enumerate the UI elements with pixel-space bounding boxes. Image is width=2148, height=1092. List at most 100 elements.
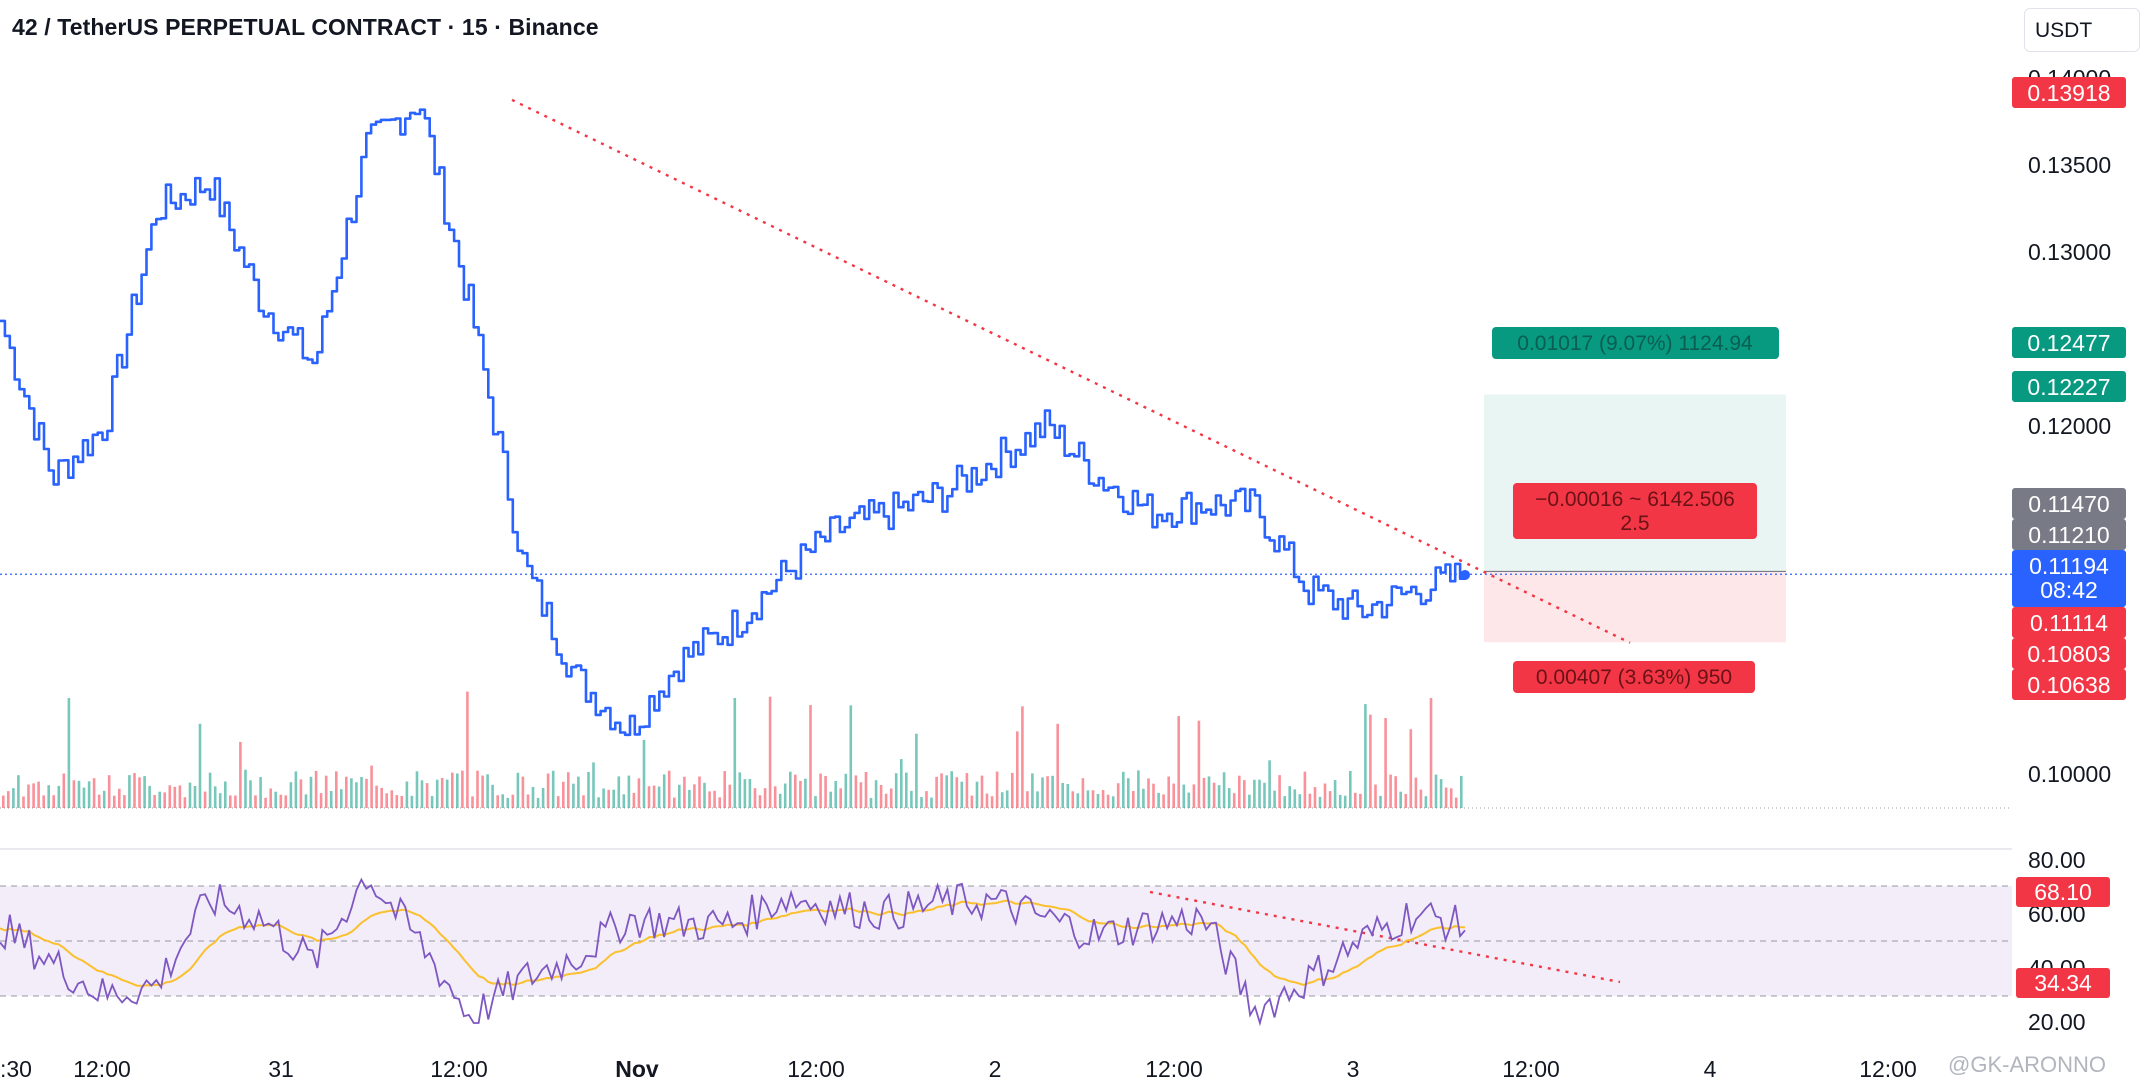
volume-bar (1238, 775, 1241, 808)
volume-bar (844, 773, 848, 808)
volume-bar (229, 795, 232, 808)
volume-bar (491, 784, 494, 808)
price-trendline (511, 98, 1631, 644)
volume-bar (87, 781, 91, 808)
volume-bar (859, 782, 863, 808)
volume-bar (809, 705, 812, 808)
volume-bar (1374, 784, 1377, 808)
volume-bar (975, 781, 979, 808)
volume-bar (1288, 786, 1291, 808)
volume-bar (1182, 784, 1186, 808)
volume-bar (178, 785, 182, 808)
price-tag: 0.10638 (2027, 672, 2110, 698)
volume-bar (284, 795, 288, 808)
volume-bar (1243, 780, 1246, 808)
trendlines[interactable] (511, 98, 1631, 984)
time-label: 12:00 (787, 1056, 845, 1082)
volume-bar (173, 786, 177, 808)
volume-bar (400, 796, 404, 808)
volume-bar (804, 778, 807, 808)
volume-bar (1116, 783, 1120, 808)
volume-bar (829, 791, 832, 808)
volume-bar (415, 771, 419, 808)
volume-bar (960, 781, 964, 808)
price-line-series (0, 108, 1470, 737)
volume-bar (1429, 698, 1433, 808)
volume-bar (582, 795, 585, 808)
volume-bar (143, 776, 146, 808)
volume-bar (572, 783, 575, 808)
volume-bar (27, 784, 30, 808)
volume-bar (884, 793, 888, 808)
volume-bar (556, 796, 560, 808)
volume-bar (778, 793, 782, 808)
volume-bar (627, 775, 631, 808)
time-label: 12:00 (1145, 1056, 1203, 1082)
volume-bar (748, 779, 752, 808)
volume-bar (12, 788, 15, 808)
volume-bar (1460, 775, 1463, 808)
volume-bar (869, 797, 873, 808)
volume-bar (526, 794, 530, 808)
volume-bar (1248, 794, 1251, 808)
volume-bar (1081, 778, 1085, 808)
volume-bar (430, 796, 434, 808)
volume-bar (279, 794, 283, 808)
volume-bar (501, 794, 504, 808)
volume-bar (662, 774, 666, 808)
volume-bar (239, 741, 242, 808)
volume-bar (1066, 784, 1070, 808)
rsi-value-tag: 68.10 (2034, 879, 2092, 905)
volume-bar (562, 781, 565, 808)
bar-countdown: 08:42 (2040, 577, 2098, 603)
volume-bar (713, 790, 716, 808)
volume-bar (249, 780, 252, 808)
volume-bar (930, 797, 933, 808)
volume-bar (1227, 788, 1231, 808)
volume-bar (254, 795, 257, 808)
currency-selector[interactable]: USDT (2024, 8, 2140, 52)
volume-bar (1197, 720, 1201, 808)
volume-bar (218, 793, 222, 808)
volume-bar (698, 776, 701, 808)
price-tag: 0.11114 (2030, 610, 2108, 636)
volume-bar (839, 788, 842, 808)
time-label: 3 (1347, 1056, 1360, 1082)
volume-bar (768, 696, 772, 808)
volume-bar (1086, 790, 1090, 808)
volume-bar (1303, 771, 1307, 808)
volume-bar (138, 777, 141, 808)
volume-bar (758, 795, 762, 808)
time-axis[interactable]: :30 12:00 31 12:00 Nov 12:00 2 12:00 3 1… (0, 1056, 1917, 1082)
volume-bar (234, 795, 237, 808)
center-label[interactable]: −0.00016 ~ 6142.506 2.5 (1513, 483, 1757, 539)
volume-bar (531, 786, 535, 808)
stop-label[interactable]: 0.00407 (3.63%) 950 (1513, 661, 1755, 693)
time-label: :30 (0, 1056, 32, 1082)
target-label[interactable]: 0.01017 (9.07%) 1124.94 (1492, 327, 1779, 359)
volume-bar (213, 786, 217, 808)
volume-bar (1106, 794, 1110, 808)
volume-bar (188, 782, 192, 808)
volume-bar (496, 795, 499, 808)
volume-bar (1409, 729, 1413, 808)
volume-bar (970, 795, 974, 808)
rsi-tick: 80.00 (2028, 847, 2086, 873)
volume-bar (683, 776, 686, 808)
volume-bar (259, 777, 262, 808)
volume-bar (506, 797, 510, 808)
volume-bar (1308, 793, 1312, 808)
rsi-tick: 20.00 (2028, 1009, 2086, 1035)
volume-bar (335, 771, 338, 808)
volume-bar (718, 797, 721, 808)
volume-bar (1071, 791, 1075, 808)
volume-bar (1111, 796, 1115, 808)
volume-bar (118, 788, 121, 808)
rsi-axis[interactable]: 80.00 60.00 40.00 20.00 68.10 34.34 (2016, 847, 2110, 1035)
volume-bar (1379, 795, 1382, 808)
volume-bar (97, 794, 101, 808)
volume-bar (733, 698, 737, 808)
price-tag: 0.12477 (2027, 330, 2110, 356)
volume-bar (244, 769, 247, 808)
